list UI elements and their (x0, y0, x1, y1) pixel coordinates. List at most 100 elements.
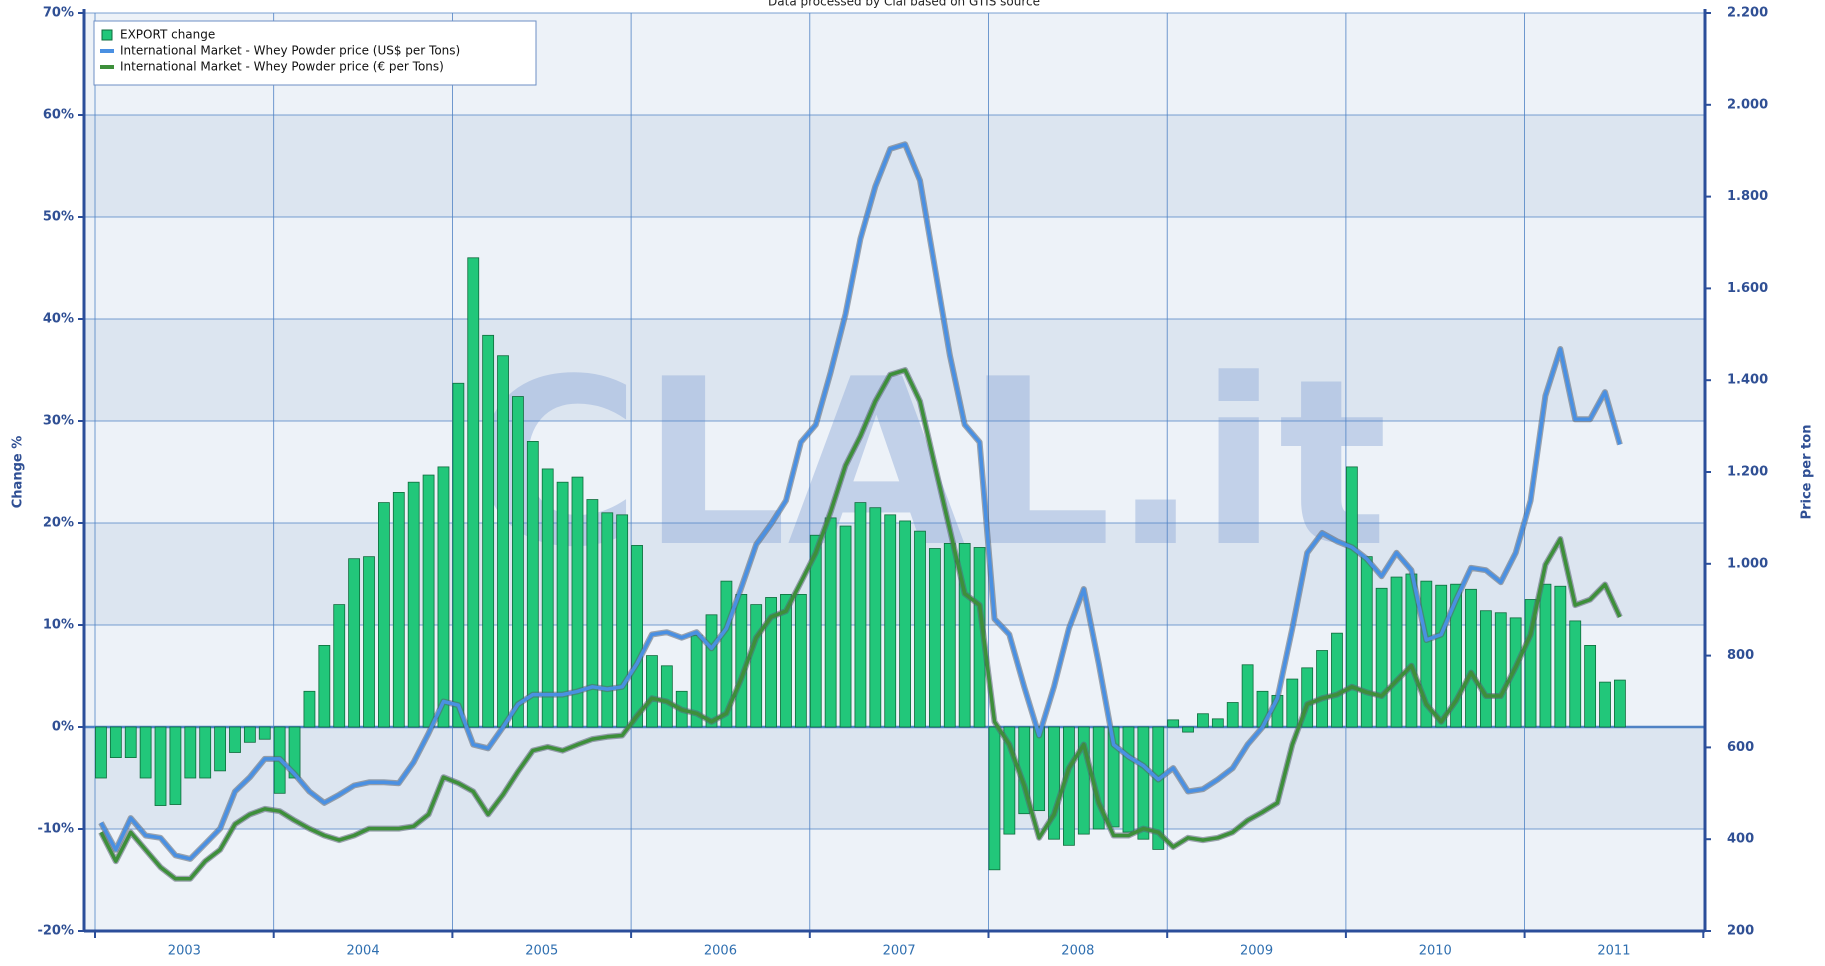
y2-tick-label: 1.000 (1727, 556, 1768, 571)
bar (1211, 718, 1224, 728)
bar (750, 604, 763, 728)
bar (1048, 726, 1060, 840)
x-tick-label: 2003 (168, 944, 201, 959)
bar (1033, 726, 1046, 812)
bar (169, 726, 182, 805)
bar (437, 466, 450, 728)
y2-tick-label: 1.800 (1727, 189, 1768, 204)
bar (1003, 726, 1016, 835)
bar (1599, 681, 1611, 728)
bar (214, 726, 226, 772)
bar (526, 440, 539, 728)
bar (601, 512, 614, 728)
bar (422, 474, 435, 728)
bar (1435, 584, 1448, 728)
bar (1554, 585, 1567, 728)
bar (1360, 556, 1373, 728)
bar (243, 726, 256, 743)
bar (869, 507, 882, 728)
bar (631, 545, 643, 728)
legend-box (93, 20, 537, 86)
x-tick-label: 2007 (883, 944, 916, 959)
bar (1197, 713, 1209, 728)
bar (199, 726, 212, 779)
bar (556, 481, 569, 728)
x-tick-label: 2009 (1240, 944, 1273, 959)
y-tick-label: -20% (37, 924, 74, 939)
bar (1614, 679, 1626, 728)
bar (318, 645, 331, 728)
bar (512, 396, 524, 728)
line (99, 142, 1622, 861)
y2-tick-label: 600 (1727, 740, 1754, 755)
bar (303, 690, 316, 728)
bar (943, 543, 956, 728)
bar (229, 726, 241, 753)
legend-label: International Market - Whey Powder price… (120, 60, 444, 74)
bar (899, 520, 912, 728)
x-tick-label: 2010 (1419, 944, 1452, 959)
x-tick-label: 2006 (704, 944, 737, 959)
bar (407, 481, 420, 728)
y-tick-label: 0% (52, 720, 74, 735)
bar (1301, 667, 1314, 728)
bar (258, 726, 271, 740)
chart-subtitle: Data processed by Clal based on GTIS sou… (768, 0, 1040, 9)
bar (1137, 726, 1150, 840)
y-tick-label: 30% (43, 414, 74, 429)
bar (884, 514, 897, 728)
bar (1479, 610, 1492, 728)
legend-label: International Market - Whey Powder price… (120, 44, 460, 58)
bar (109, 726, 122, 759)
x-tick-label: 2008 (1061, 944, 1094, 959)
bar (377, 502, 390, 728)
y-tick-label: 70% (43, 6, 74, 21)
y-tick-label: 50% (43, 210, 74, 225)
bar (1331, 632, 1343, 728)
bar (482, 334, 495, 728)
y2-tick-label: 200 (1727, 924, 1754, 939)
y-tick-label: 40% (43, 312, 74, 327)
x-tick-label: 2011 (1597, 944, 1630, 959)
bar (988, 726, 1001, 871)
bar (467, 257, 480, 728)
bar (1107, 726, 1120, 828)
bar (824, 517, 837, 728)
y2-tick-label: 1.200 (1727, 465, 1768, 480)
band (84, 829, 1705, 931)
bar (780, 594, 792, 728)
y2-tick-label: 1.600 (1727, 281, 1768, 296)
bar (1167, 719, 1180, 728)
band (84, 421, 1705, 523)
y2-tick-label: 400 (1727, 832, 1754, 847)
bar (363, 556, 375, 728)
bar (854, 502, 867, 728)
y-tick-label: 20% (43, 516, 74, 531)
bar (1465, 588, 1477, 728)
bar (839, 525, 852, 728)
bar (958, 543, 971, 728)
y2-tick-label: 1.400 (1727, 373, 1768, 388)
x-tick-label: 2005 (525, 944, 558, 959)
y-axis-label: Change % (11, 436, 26, 509)
y-tick-label: 60% (43, 108, 74, 123)
bar (616, 514, 629, 728)
bar (1316, 650, 1328, 728)
bar (720, 580, 733, 728)
bar (1286, 678, 1299, 728)
bar (452, 382, 465, 728)
y-tick-label: -10% (37, 822, 74, 837)
bar (928, 548, 941, 728)
legend-label: EXPORT change (120, 28, 215, 42)
bar (1345, 466, 1358, 728)
y2-tick-label: 2.000 (1727, 97, 1768, 112)
bar (705, 614, 718, 728)
band (84, 319, 1705, 421)
bar (1241, 664, 1254, 728)
bar (497, 355, 509, 728)
bar (660, 665, 673, 728)
bar (586, 499, 599, 728)
bar (1494, 612, 1507, 728)
bar (139, 726, 152, 779)
